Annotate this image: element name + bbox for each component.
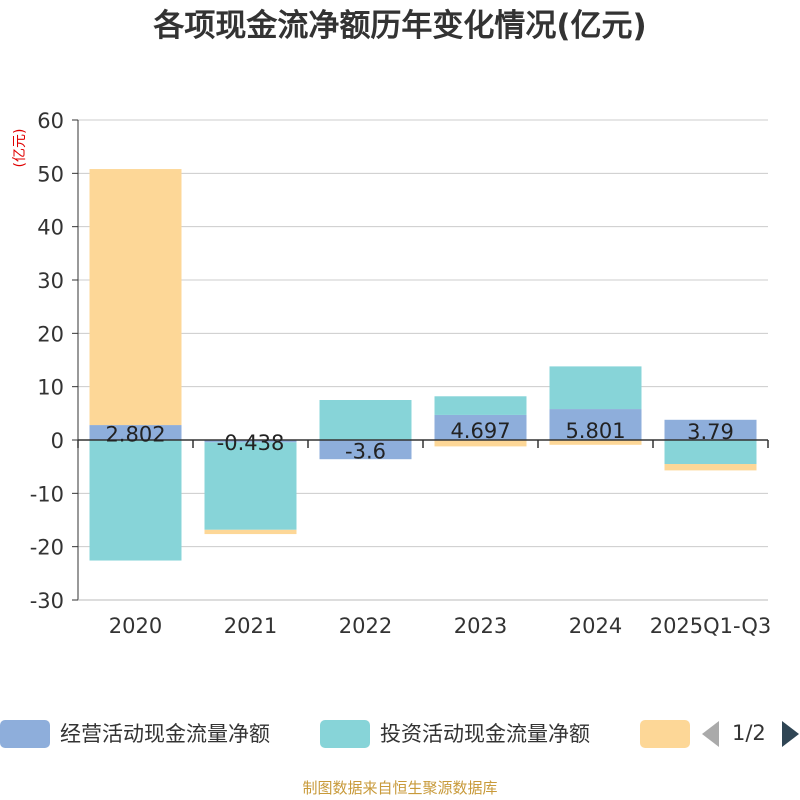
bar-1-2022	[319, 400, 412, 440]
legend-pager: 1/2	[700, 719, 800, 749]
legend-page-indicator: 1/2	[732, 721, 766, 745]
y-tick-label: 60	[37, 109, 64, 133]
data-label: -3.6	[345, 440, 386, 464]
bar-2-2023	[434, 440, 527, 447]
legend-swatch-operating	[0, 720, 50, 748]
legend-label-investing: 投资活动现金流量净额	[380, 722, 590, 746]
y-tick-label: 10	[37, 376, 64, 400]
y-tick-label: -10	[30, 482, 64, 506]
x-tick-label: 2023	[454, 614, 507, 638]
x-tick-label: 2021	[224, 614, 277, 638]
bar-1-2020	[89, 440, 182, 561]
data-label: 2.802	[105, 423, 165, 447]
bar-2-2020	[89, 169, 182, 426]
y-tick-label: 30	[37, 269, 64, 293]
x-tick-label: 2020	[109, 614, 162, 638]
y-tick-label: 0	[51, 429, 64, 453]
bar-2-2021	[204, 529, 297, 535]
y-tick-label: 20	[37, 322, 64, 346]
legend-label-operating: 经营活动现金流量净额	[60, 722, 270, 746]
bar-2-2025Q1-Q3	[664, 464, 757, 471]
data-label: -0.438	[217, 431, 285, 455]
data-label: 4.697	[450, 419, 510, 443]
legend: 经营活动现金流量净额 投资活动现金流量净额	[0, 712, 800, 756]
bar-0-2021	[204, 440, 297, 443]
y-tick-label: -20	[30, 536, 64, 560]
x-tick-label: 2024	[569, 614, 622, 638]
bar-0-2022	[319, 440, 412, 460]
bar-chart: -30 -20 -10 0 10 20 30 40 50 60 (亿元) 2020 2021 2022 20…	[12, 109, 772, 638]
bar-0-2023	[434, 414, 527, 440]
y-tick-label: 50	[37, 162, 64, 186]
y-tick-label: -30	[30, 589, 64, 613]
bar-1-2021	[204, 442, 297, 530]
data-label: 3.79	[687, 420, 734, 444]
bar-0-2024	[549, 409, 642, 440]
legend-swatch-financing	[640, 720, 690, 748]
bar-0-2020	[89, 425, 182, 440]
bar-2-2024	[549, 440, 642, 445]
bar-0-2025Q1-Q3	[664, 419, 757, 440]
bar-1-2024	[549, 366, 642, 410]
x-tick-label: 2025Q1-Q3	[650, 614, 772, 638]
chart-title: 各项现金流净额历年变化情况(亿元)	[153, 8, 647, 44]
data-label: 5.801	[565, 419, 625, 443]
data-source-note: 制图数据来自恒生聚源数据库	[302, 779, 498, 797]
bar-1-2025Q1-Q3	[664, 440, 757, 464]
legend-next-page-icon[interactable]	[782, 721, 799, 747]
y-axis-unit-label: (亿元)	[12, 129, 28, 168]
legend-swatch-investing	[320, 720, 370, 748]
legend-prev-page-icon[interactable]	[702, 721, 719, 747]
x-tick-label: 2022	[339, 614, 392, 638]
bar-1-2023	[434, 396, 527, 415]
y-tick-label: 40	[37, 216, 64, 240]
